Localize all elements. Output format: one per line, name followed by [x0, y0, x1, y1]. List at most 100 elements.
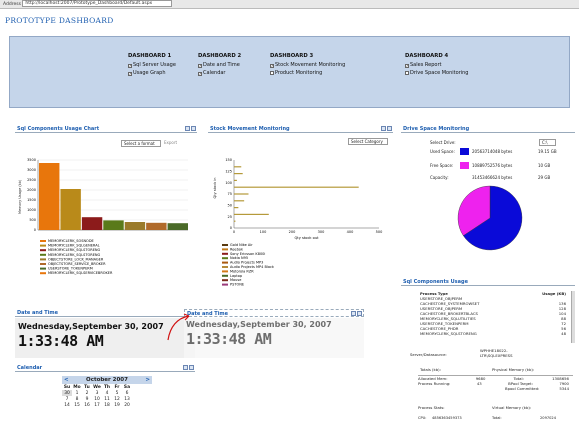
virtual-memory-label: Virtual Memory (kb): [492, 405, 532, 410]
bar-motorola-rzr [234, 207, 239, 209]
table-row: CACHESTORE_PHDR 56 [420, 326, 570, 331]
calendar-day[interactable]: 7 [65, 396, 69, 402]
calendar-day[interactable]: 1 [75, 390, 79, 396]
close-icon[interactable] [387, 126, 392, 131]
calendar-day[interactable]: 8 [75, 396, 79, 402]
x-tick-label: 0 [233, 230, 235, 234]
calendar-day[interactable]: 12 [114, 396, 120, 402]
x-tick-label: 400 [347, 230, 354, 234]
bar-cachestore_brokerto [124, 222, 146, 230]
calendar-day[interactable]: 4 [105, 390, 109, 396]
current-date: Wednesday,September 30, 2007 [18, 322, 164, 331]
minimize-icon[interactable] [351, 311, 356, 316]
legend-label: MEMORYCLERK_SQLGENERAL [48, 244, 100, 248]
calendar-day[interactable]: 6 [125, 390, 129, 396]
y-tick-label: 3000 [27, 168, 36, 172]
pie-slice-free-space [457, 185, 491, 236]
calendar-day[interactable]: 18 [104, 402, 110, 408]
sql-usage-chart-header: Sql Components Usage Chart [15, 125, 197, 133]
legend-label: MEMORYCLERK_SQLSERVICEBROKER [48, 271, 113, 275]
checkbox[interactable] [405, 71, 409, 75]
calendar-day[interactable]: 3 [95, 390, 99, 396]
format-select[interactable]: Select a format [121, 140, 161, 147]
free-bytes: 10889752576 bytes [472, 163, 513, 168]
export-link[interactable]: Export [164, 140, 178, 145]
checkbox[interactable]: ✓ [198, 72, 202, 76]
y-tick-label: 2500 [27, 178, 36, 182]
legend-swatch [40, 253, 46, 256]
drag-arrow-icon [167, 313, 190, 341]
dashboard-1-item-2: Usage Graph [133, 70, 166, 76]
table-row: MEMORYCLERK_SQLSTORENG 48 [420, 331, 570, 336]
checkbox[interactable]: ✓ [270, 64, 274, 68]
legend-label: OBJECTSTORE_LOCK_MANAGER [48, 257, 104, 261]
legend-label: Laptop [230, 274, 243, 278]
physical-memory-label: Physical Memory (kb): [492, 367, 535, 372]
close-icon[interactable] [357, 311, 362, 316]
dashboard-4-item-1: Sales Report [410, 62, 442, 68]
bar-userstore_tokenperm [146, 222, 167, 230]
y-tick-label: 100 [225, 181, 232, 185]
category-select[interactable]: Select Category [348, 138, 388, 145]
minimize-icon[interactable] [185, 126, 190, 131]
row-type: MEMORYCLERK_SQLSTORENG [420, 331, 477, 336]
drive-header: Drive Space Monitoring [401, 125, 575, 133]
weekday-label: We [93, 384, 101, 390]
stat-label: Bpool Committed: [504, 386, 540, 391]
dashboard-1-item-1: Sql Server Usage [133, 62, 176, 68]
weekday-label: Su [63, 384, 71, 390]
bar-audio-projects-mp4-black [234, 200, 245, 202]
calendar-day[interactable]: 20 [124, 402, 130, 408]
calendar-day[interactable]: 14 [64, 402, 70, 408]
checkbox[interactable]: ✓ [198, 64, 202, 68]
current-time: 1:33:48 AM [18, 332, 104, 350]
next-month-button[interactable]: > [145, 377, 150, 383]
calendar-day[interactable]: 2 [85, 390, 89, 396]
dashboard-3-title: DASHBOARD 3 [270, 53, 314, 59]
calendar-day[interactable]: 19 [114, 402, 120, 408]
calendar-day[interactable]: 10 [94, 396, 100, 402]
dashboard-selector-banner: DASHBOARD 1 ✓Sql Server Usage ✓Usage Gra… [9, 36, 570, 108]
y-tick-label: 2000 [27, 188, 36, 192]
calendar-day[interactable]: 17 [94, 402, 100, 408]
prev-month-button[interactable]: < [64, 377, 69, 383]
process-table[interactable]: Process Type Usage (KB) USERSTORE_OBJPERM… [420, 291, 570, 343]
calendar-day[interactable]: 11 [104, 396, 110, 402]
checkbox[interactable] [270, 71, 274, 75]
calendar-day[interactable]: 5 [115, 390, 119, 396]
calendar-day[interactable]: 9 [85, 396, 89, 402]
close-icon[interactable] [191, 126, 196, 131]
checkbox[interactable]: ✓ [128, 72, 132, 76]
table-scrollbar[interactable] [571, 291, 575, 343]
legend-label: Sony Ericsson K800i [230, 252, 265, 256]
table-row: USERSTORE_OBJPERM 128 [420, 306, 570, 311]
calendar-day[interactable]: 30 [62, 390, 72, 396]
totals-label: Totals (kb): [420, 367, 441, 372]
drag-date: Wednesday,September 30, 2007 [186, 320, 332, 329]
col-usage: Usage (KB) [542, 291, 566, 296]
stock-header: Stock Movement Monitoring [208, 125, 393, 133]
row-type: MEMORYCLERK_SQLUTILITIES [420, 316, 476, 321]
url-field[interactable]: http://localhost:2007/Prototype_Dashboar… [22, 0, 173, 7]
calendar-day[interactable]: 15 [74, 402, 80, 408]
dashboard-1-title: DASHBOARD 1 [128, 53, 172, 59]
checkbox[interactable]: ✓ [405, 64, 409, 68]
stock-bar-chart: Qty stock in 150 125 100 75 50 25 00 100 200 300 40… [213, 158, 382, 286]
legend-label: MEMORYCLERK_SOSNODE [48, 239, 94, 243]
datetime-drag-header[interactable]: Date and Time [184, 309, 364, 317]
close-icon[interactable] [189, 365, 194, 370]
legend-swatch [222, 257, 228, 260]
dashboard-2-group: DASHBOARD 2 ✓Date and Time ✓Calendar [198, 53, 253, 78]
calendar-day[interactable]: 13 [124, 396, 130, 402]
stat-row: Bpool Committed: 5344 [418, 386, 573, 391]
calendar-day[interactable]: 16 [84, 402, 90, 408]
y-tick-label: 1000 [27, 208, 36, 212]
minimize-icon[interactable] [381, 126, 386, 131]
minimize-icon[interactable] [183, 365, 188, 370]
used-color-swatch [460, 148, 469, 155]
checkbox[interactable]: ✓ [128, 64, 132, 68]
dashboard-2-title: DASHBOARD 2 [198, 53, 242, 59]
calendar-widget: < October 2007 > Su Mo Tu We Th Fr Sa 30… [62, 376, 152, 408]
stat-label: Process Running: [418, 381, 451, 386]
drive-select[interactable]: C:\ [539, 139, 556, 146]
